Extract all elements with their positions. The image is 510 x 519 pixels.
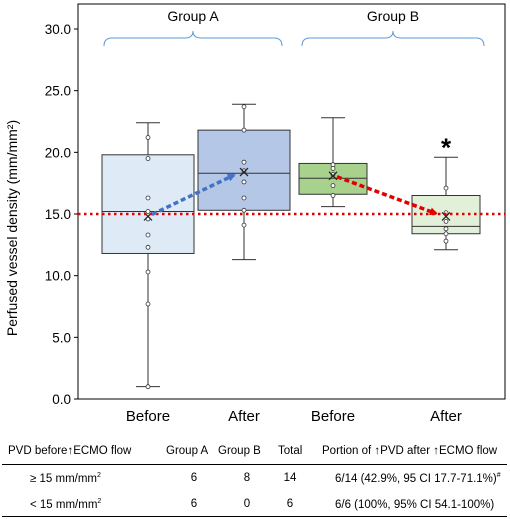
data-point (443, 238, 449, 244)
data-point (241, 159, 247, 165)
data-point (241, 195, 247, 201)
significance-marker: * (441, 132, 452, 162)
mean-marker (441, 212, 451, 221)
data-point (145, 195, 151, 201)
table-header: PVD before↑ECMO flow Group A Group B Tot… (0, 442, 510, 464)
data-point (241, 179, 247, 185)
y-tick-label: 5.0 (52, 330, 71, 345)
row-portion: 6/14 (42.9%, 95 CI 17.7-71.1%)# (335, 472, 501, 485)
data-point (443, 226, 449, 232)
row-group-b: 8 (243, 472, 251, 484)
row-group-b: 0 (243, 498, 251, 510)
plot-frame (77, 3, 506, 400)
data-point (443, 185, 449, 191)
row-portion: 6/6 (100%, 95% CI 54.1-100%) (335, 498, 495, 511)
data-point (145, 156, 151, 161)
mean-marker (239, 167, 249, 177)
x-tick-label: After (228, 408, 260, 425)
y-tick-label: 25.0 (45, 84, 71, 99)
arrow-group-a (151, 173, 236, 217)
data-point (241, 104, 247, 110)
row-label: ≥ 15 mm/mm2 (30, 472, 101, 485)
data-point (330, 165, 336, 171)
row-total: 14 (283, 472, 297, 484)
row-total: 6 (286, 498, 294, 510)
data-point (145, 244, 151, 250)
data-point (145, 135, 151, 140)
y-tick-label: 30.0 (45, 22, 71, 37)
data-point (330, 183, 336, 189)
data-point (145, 301, 151, 307)
header-total: Total (278, 445, 303, 457)
data-point (241, 127, 247, 133)
data-point (145, 232, 151, 238)
table-bottom-rule (2, 516, 507, 517)
y-axis-label: Perfused vessel density (mm/mm²) (4, 120, 20, 336)
y-tick-label: 20.0 (45, 145, 71, 160)
table-divider (2, 464, 507, 465)
data-point (145, 209, 151, 214)
header-group-a: Group A (166, 445, 209, 457)
y-tick-label: 0.0 (52, 392, 71, 407)
y-tick-label: 15.0 (45, 207, 71, 222)
data-point (241, 207, 247, 213)
group-brace (103, 30, 283, 47)
data-point (443, 231, 449, 237)
row-group-a: 6 (190, 472, 198, 484)
x-tick-label: Before (311, 408, 355, 425)
table-row: ≥ 15 mm/mm2 6 8 14 6/14 (42.9%, 95 CI 17… (0, 469, 510, 491)
group-brace (301, 30, 485, 47)
data-point (145, 384, 151, 390)
y-tick-label: 10.0 (45, 269, 71, 284)
header-group-b: Group B (218, 445, 261, 457)
row-label: < 15 mm/mm2 (30, 498, 102, 511)
data-point (145, 269, 151, 275)
mean-marker (328, 171, 338, 181)
data-point (241, 222, 247, 228)
group-label: Group B (367, 8, 419, 24)
arrow-group-b (336, 175, 438, 216)
data-point (443, 218, 449, 224)
table-row: < 15 mm/mm2 6 0 6 6/6 (100%, 95% CI 54.1… (0, 495, 510, 517)
group-label: Group A (167, 8, 219, 24)
header-portion: Portion of ↑PVD after ↑ECMO flow (322, 445, 498, 457)
x-tick-label: After (430, 408, 462, 425)
x-tick-label: Before (126, 408, 170, 425)
box-plot-chart: Perfused vessel density (mm/mm²) 0.0 5.0 1… (4, 3, 506, 425)
row-group-a: 6 (190, 498, 198, 510)
data-point (330, 193, 336, 198)
box (101, 154, 195, 254)
header-pvd-before: PVD before↑ECMO flow (8, 445, 132, 457)
summary-table: PVD before↑ECMO flow Group A Group B Tot… (0, 440, 510, 519)
